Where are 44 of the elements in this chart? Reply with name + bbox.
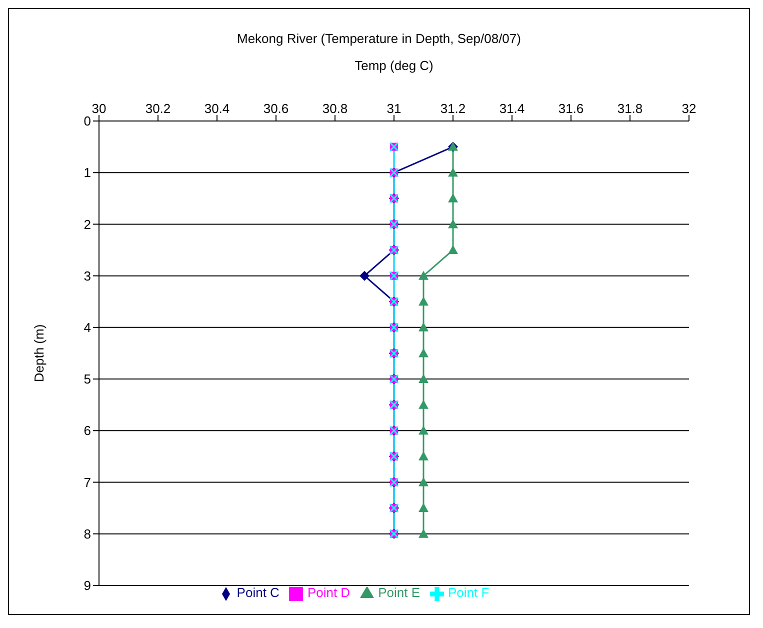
x-axis-title: Temp (deg C) — [354, 58, 434, 74]
point — [448, 219, 458, 228]
point — [360, 270, 370, 281]
legend-label: Point D — [307, 585, 350, 600]
x-tick-label: 31 — [386, 101, 402, 116]
point — [418, 451, 428, 460]
point — [418, 426, 428, 435]
point — [418, 477, 428, 486]
legend-label: Point C — [236, 585, 280, 600]
point — [448, 193, 458, 202]
x-tick-label: 30.4 — [204, 101, 230, 116]
point — [418, 503, 428, 512]
point — [418, 296, 428, 306]
y-axis-title: Depth (m) — [32, 324, 47, 382]
legend-label: Point E — [378, 585, 420, 600]
y-tick-label: 1 — [84, 165, 91, 180]
y-tick-label: 2 — [84, 216, 91, 232]
y-tick-label: 8 — [84, 526, 91, 542]
chart-title: Mekong River (Temperature in Depth, Sep/08/07) — [236, 30, 522, 48]
point — [448, 245, 458, 254]
point — [418, 348, 428, 358]
point — [418, 374, 428, 384]
y-tick-label: 3 — [84, 268, 91, 284]
x-tick-label: 30.8 — [322, 101, 348, 116]
point — [418, 400, 428, 409]
x-tick-label: 31.6 — [558, 101, 584, 116]
y-tick-label: 5 — [84, 372, 91, 387]
x-tick-label: 31.8 — [617, 101, 643, 116]
y-tick-label: 4 — [84, 320, 91, 336]
point — [418, 528, 428, 538]
point — [418, 270, 428, 280]
point — [448, 168, 458, 177]
y-tick-label: 9 — [84, 578, 91, 594]
x-tick-label: 30 — [92, 101, 106, 116]
x-tick-label: 31.4 — [499, 101, 525, 116]
x-tick-label: 30.2 — [145, 101, 171, 116]
x-tick-label: 31.2 — [440, 101, 466, 116]
point — [418, 322, 428, 332]
legend-label: Point F — [448, 585, 490, 600]
x-tick-label: 30.6 — [263, 101, 289, 116]
x-tick-label: 32 — [682, 101, 696, 116]
y-tick-label: 7 — [84, 474, 91, 490]
y-tick-label: 0 — [84, 114, 91, 129]
y-tick-label: 6 — [84, 423, 91, 438]
